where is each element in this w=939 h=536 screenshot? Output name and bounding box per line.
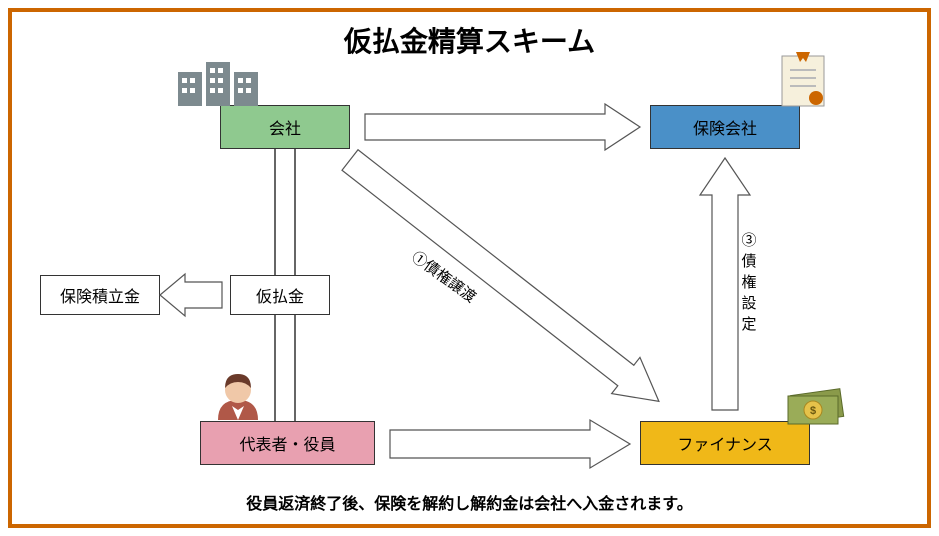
footer-note: 役員返済終了後、保険を解約し解約金は会社へ入金されます。 [0, 490, 939, 514]
node-company-label: 会社 [269, 115, 301, 139]
node-insurer-label: 保険会社 [693, 115, 757, 139]
diagram-title: 仮払金精算スキーム [0, 20, 939, 60]
node-company: 会社 [220, 105, 350, 149]
node-reserve: 保険積立金 [40, 275, 160, 315]
node-finance: ファイナンス [640, 421, 810, 465]
arrow-label-3: ③債権設定 [740, 230, 758, 335]
node-insurer: 保険会社 [650, 105, 800, 149]
node-finance-label: ファイナンス [677, 431, 772, 455]
node-provisional: 仮払金 [230, 275, 330, 315]
arrow-label-2: ②生命保険契約 [438, 117, 543, 138]
node-director: 代表者・役員 [200, 421, 375, 465]
node-provisional-label: 仮払金 [256, 283, 304, 307]
node-reserve-label: 保険積立金 [60, 283, 140, 307]
arrow-label-4: ④返済 [480, 434, 525, 455]
node-director-label: 代表者・役員 [239, 431, 335, 455]
